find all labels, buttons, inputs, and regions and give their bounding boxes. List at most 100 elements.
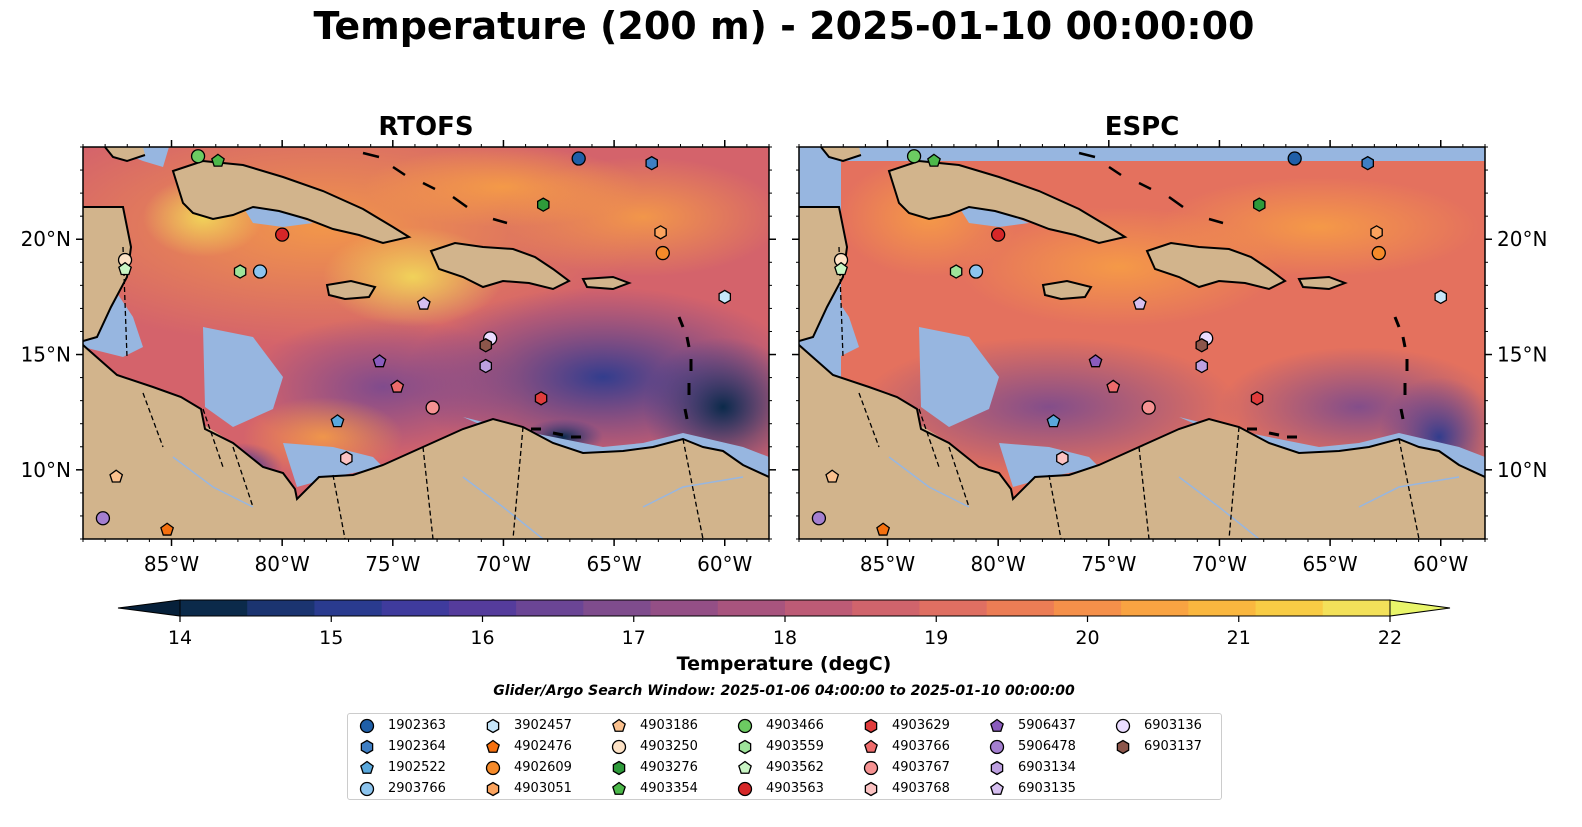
colorbar-swatch	[1188, 600, 1257, 616]
lon-tick-label: 70°W	[1192, 552, 1247, 576]
float-marker-4902476-rtofs	[160, 522, 175, 536]
legend-label: 4903562	[766, 760, 824, 775]
float-marker-5906478-rtofs	[95, 511, 111, 526]
legend-marker-icon	[359, 781, 375, 797]
colorbar-tick-label: 17	[622, 627, 646, 649]
colorbar-swatch	[516, 600, 584, 616]
legend-label: 4903767	[892, 760, 950, 775]
float-marker-4903354-rtofs	[211, 153, 225, 167]
colorbar-tick-label: 18	[773, 627, 797, 649]
float-marker-4903354-espc	[927, 153, 941, 167]
lon-tick-label: 65°W	[586, 552, 641, 576]
colorbar-tick-label: 14	[168, 627, 192, 649]
legend-marker-icon	[864, 781, 878, 797]
legend-label: 4903629	[892, 718, 950, 733]
colorbar-tick-label: 22	[1378, 627, 1402, 649]
legend-marker-icon	[864, 718, 878, 734]
legend-marker-icon	[738, 760, 752, 774]
colorbar-swatch	[986, 600, 1055, 616]
legend-label: 5906437	[1018, 718, 1076, 733]
float-marker-4903186-rtofs	[109, 469, 124, 483]
legend-label: 4903250	[640, 739, 698, 754]
lon-tick-label: 80°W	[971, 552, 1026, 576]
colorbar-swatch	[381, 600, 450, 616]
float-marker-4903563-espc	[991, 227, 1006, 242]
legend: 1902363 1902364 1902522 2903766 3902457 49024…	[347, 713, 1222, 800]
legend-marker-icon	[990, 718, 1004, 732]
colorbar-swatch	[314, 600, 383, 616]
float-marker-5906478-espc	[811, 511, 827, 526]
legend-label: 4902609	[514, 760, 572, 775]
colorbar-tick-label: 16	[470, 627, 494, 649]
legend-label: 4903559	[766, 739, 824, 754]
legend-label: 1902522	[388, 760, 446, 775]
legend-marker-icon	[737, 781, 753, 797]
float-marker-4903559-espc	[949, 264, 963, 279]
legend-marker-icon	[989, 739, 1005, 755]
legend-marker-icon	[486, 718, 500, 734]
colorbar-extend-high	[1389, 599, 1451, 617]
lat-tick-label-right: 10°N	[1497, 458, 1547, 482]
lon-tick-label: 60°W	[1413, 552, 1468, 576]
lon-tick-label: 85°W	[144, 552, 199, 576]
legend-marker-icon	[1115, 718, 1131, 734]
float-marker-4903186-espc	[825, 469, 840, 483]
float-marker-4903629-espc	[1250, 391, 1264, 406]
panel-title-espc: ESPC	[1104, 112, 1180, 142]
float-marker-1902363-espc	[1287, 151, 1302, 166]
map-panel-espc	[798, 146, 1486, 540]
colorbar-tick-label: 19	[924, 627, 948, 649]
legend-label: 4903563	[766, 781, 824, 796]
colorbar-label: Temperature (degC)	[676, 653, 892, 675]
colorbar-swatch	[247, 600, 316, 616]
lon-tick-label: 65°W	[1302, 552, 1357, 576]
colorbar-tick-label: 21	[1227, 627, 1251, 649]
legend-marker-icon	[612, 760, 626, 776]
colorbar-swatch	[1053, 600, 1122, 616]
legend-label: 4903276	[640, 760, 698, 775]
colorbar-tick-label: 15	[319, 627, 343, 649]
float-marker-6903134-espc	[1195, 358, 1209, 374]
legend-marker-icon	[738, 739, 752, 755]
legend-label: 4903186	[640, 718, 698, 733]
legend-label: 6903135	[1018, 781, 1076, 796]
legend-label: 4902476	[514, 739, 572, 754]
legend-label: 3902457	[514, 718, 572, 733]
lat-tick-label-right: 20°N	[1497, 227, 1547, 251]
legend-marker-icon	[360, 739, 374, 755]
lon-tick-label: 85°W	[860, 552, 915, 576]
float-marker-4903466-espc	[906, 149, 922, 164]
float-marker-1902522-espc	[1046, 414, 1061, 428]
colorbar-swatch	[852, 600, 921, 616]
float-marker-4903766-espc	[1106, 379, 1121, 393]
colorbar-swatch	[785, 600, 853, 616]
float-marker-1902364-rtofs	[645, 155, 658, 171]
lon-tick-label: 75°W	[365, 552, 420, 576]
float-marker-4903768-espc	[1056, 451, 1069, 466]
float-marker-4902476-espc	[876, 522, 891, 536]
float-marker-3902457-rtofs	[718, 289, 732, 305]
float-marker-3902457-espc	[1434, 289, 1448, 305]
colorbar-swatch	[717, 600, 786, 616]
float-marker-6903135-espc	[1132, 296, 1147, 310]
lon-tick-label: 60°W	[697, 552, 752, 576]
colorbar-extend-low	[117, 599, 181, 617]
float-marker-4903767-rtofs	[425, 400, 440, 415]
legend-marker-icon	[485, 760, 501, 776]
legend-marker-icon	[990, 781, 1004, 795]
legend-label: 1902364	[388, 739, 446, 754]
panel-title-rtofs: RTOFS	[378, 112, 474, 142]
map-panel-rtofs	[82, 146, 770, 540]
legend-marker-icon	[1116, 739, 1130, 755]
lon-tick-label: 75°W	[1081, 552, 1136, 576]
float-marker-4903276-rtofs	[537, 197, 550, 212]
float-marker-1902363-rtofs	[571, 151, 586, 166]
float-marker-4903562-rtofs	[118, 261, 132, 276]
legend-label: 4903354	[640, 781, 698, 796]
float-marker-4903276-espc	[1253, 197, 1266, 212]
legend-label: 5906478	[1018, 739, 1076, 754]
colorbar-swatch	[1255, 600, 1324, 616]
legend-marker-icon	[486, 739, 500, 753]
legend-label: 1902363	[388, 718, 446, 733]
float-marker-4903051-espc	[1370, 225, 1383, 240]
